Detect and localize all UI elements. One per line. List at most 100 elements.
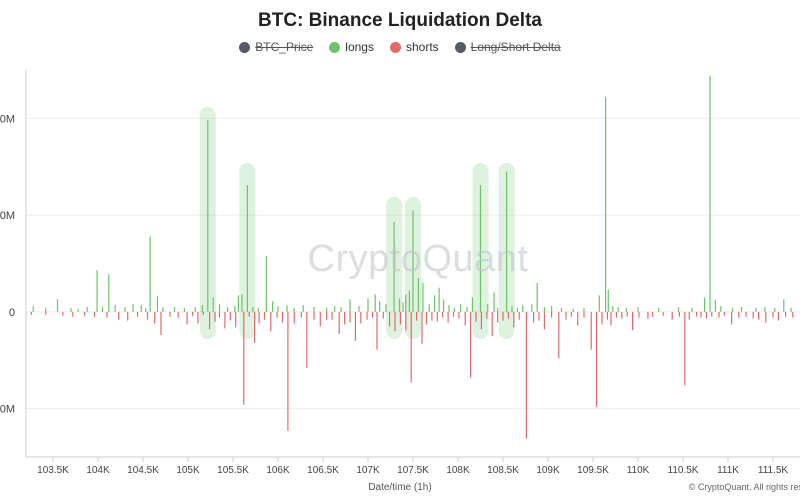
shorts-bar (186, 311, 188, 325)
longs-bar (45, 308, 47, 312)
shorts-bar (405, 311, 407, 331)
shorts-bar (458, 311, 460, 319)
shorts-bar (410, 311, 412, 383)
longs-bar (96, 270, 98, 312)
x-tick-label: 104.5K (127, 465, 159, 476)
longs-bar (173, 307, 176, 312)
shorts-bar (306, 311, 308, 368)
x-tick-label: 106K (266, 465, 290, 476)
shorts-bar (146, 311, 149, 320)
shorts-bar (606, 311, 608, 320)
longs-bar (140, 305, 142, 312)
longs-bar (493, 292, 495, 312)
shorts-bar (626, 311, 628, 317)
shorts-bar (718, 311, 720, 318)
shorts-bar (558, 311, 560, 359)
longs-bar (790, 308, 792, 312)
legend-label: Long/Short Delta (470, 40, 561, 54)
shorts-bar (502, 311, 504, 321)
shorts-bar (662, 311, 664, 316)
longs-bar (379, 301, 381, 312)
chart-legend: BTC_Price longs shorts Long/Short Delta (0, 40, 800, 54)
longs-bar (241, 294, 243, 312)
longs-bar (212, 297, 214, 312)
longs-bar (543, 307, 545, 312)
shorts-bar (354, 311, 356, 341)
shorts-bar (425, 311, 428, 325)
longs-bar (497, 308, 499, 312)
legend-item-long-short-delta[interactable]: Long/Short Delta (454, 40, 561, 54)
longs-bar (466, 307, 468, 312)
longs-bar (340, 307, 342, 312)
longs-bar (536, 282, 538, 312)
shorts-bar (154, 311, 156, 324)
x-tick-label: 104K (86, 465, 110, 476)
longs-bar (774, 308, 776, 312)
longs-bar (422, 282, 424, 312)
x-tick-label: 107.5K (397, 465, 429, 476)
longs-bar (412, 210, 414, 312)
longs-bar (560, 308, 563, 312)
longs-bar (149, 236, 151, 312)
longs-bar (522, 305, 524, 312)
longs-bar (506, 171, 508, 312)
longs-bar (731, 308, 734, 312)
shorts-bar (470, 311, 472, 378)
shorts-bar (431, 311, 433, 321)
shorts-bar (83, 311, 86, 316)
shorts-bar (366, 311, 368, 320)
longs-bar (637, 307, 639, 312)
longs-bar (598, 295, 600, 312)
shorts-bar (169, 311, 171, 317)
shorts-bar (248, 311, 250, 317)
shorts-bar (254, 311, 256, 343)
shorts-bar (647, 311, 649, 319)
longs-bar (448, 305, 450, 312)
shorts-bar (224, 311, 226, 329)
x-axis-label: Date/time (1h) (368, 482, 432, 493)
shorts-bar (319, 311, 321, 327)
x-tick-label: 108K (446, 465, 470, 476)
shorts-bar (447, 311, 449, 323)
longs-bar (334, 306, 336, 312)
legend-item-shorts[interactable]: shorts (389, 40, 439, 54)
longs-bar (516, 308, 518, 312)
longs-bar (124, 307, 126, 312)
x-tick-label: 111K (717, 465, 739, 476)
longs-bar (783, 299, 785, 312)
longs-bar (234, 306, 236, 312)
shorts-bar (371, 311, 374, 318)
shorts-bar (416, 311, 418, 321)
shorts-bar (513, 311, 515, 328)
longs-bar (145, 308, 147, 312)
longs-bar (114, 305, 116, 312)
shorts-bar (695, 311, 698, 317)
longs-bar (755, 308, 757, 312)
longs-bar (453, 308, 455, 312)
legend-dot (389, 41, 401, 53)
shorts-bar (326, 311, 328, 320)
longs-bar (487, 304, 489, 312)
longs-bar (272, 301, 274, 312)
shorts-bar (452, 311, 455, 317)
shorts-bar (389, 311, 391, 327)
shorts-bar (137, 311, 139, 317)
x-tick-label: 108.5K (487, 465, 519, 476)
longs-bar (367, 298, 369, 312)
shorts-bar (376, 311, 378, 350)
longs-bar (408, 290, 410, 312)
legend-item-longs[interactable]: longs (329, 40, 374, 54)
longs-bar (511, 306, 513, 312)
shorts-bar (551, 311, 553, 318)
shorts-bar (491, 311, 493, 337)
watermark: CryptoQuant (307, 238, 529, 280)
y-tick-label: 0M (0, 210, 15, 222)
legend-item-btc-price[interactable]: BTC_Price (239, 40, 313, 54)
shorts-bar (621, 311, 623, 319)
shorts-bar (583, 311, 585, 318)
longs-bar (402, 302, 404, 312)
shorts-bar (287, 311, 289, 431)
longs-bar (393, 221, 395, 312)
longs-bar (201, 305, 203, 312)
